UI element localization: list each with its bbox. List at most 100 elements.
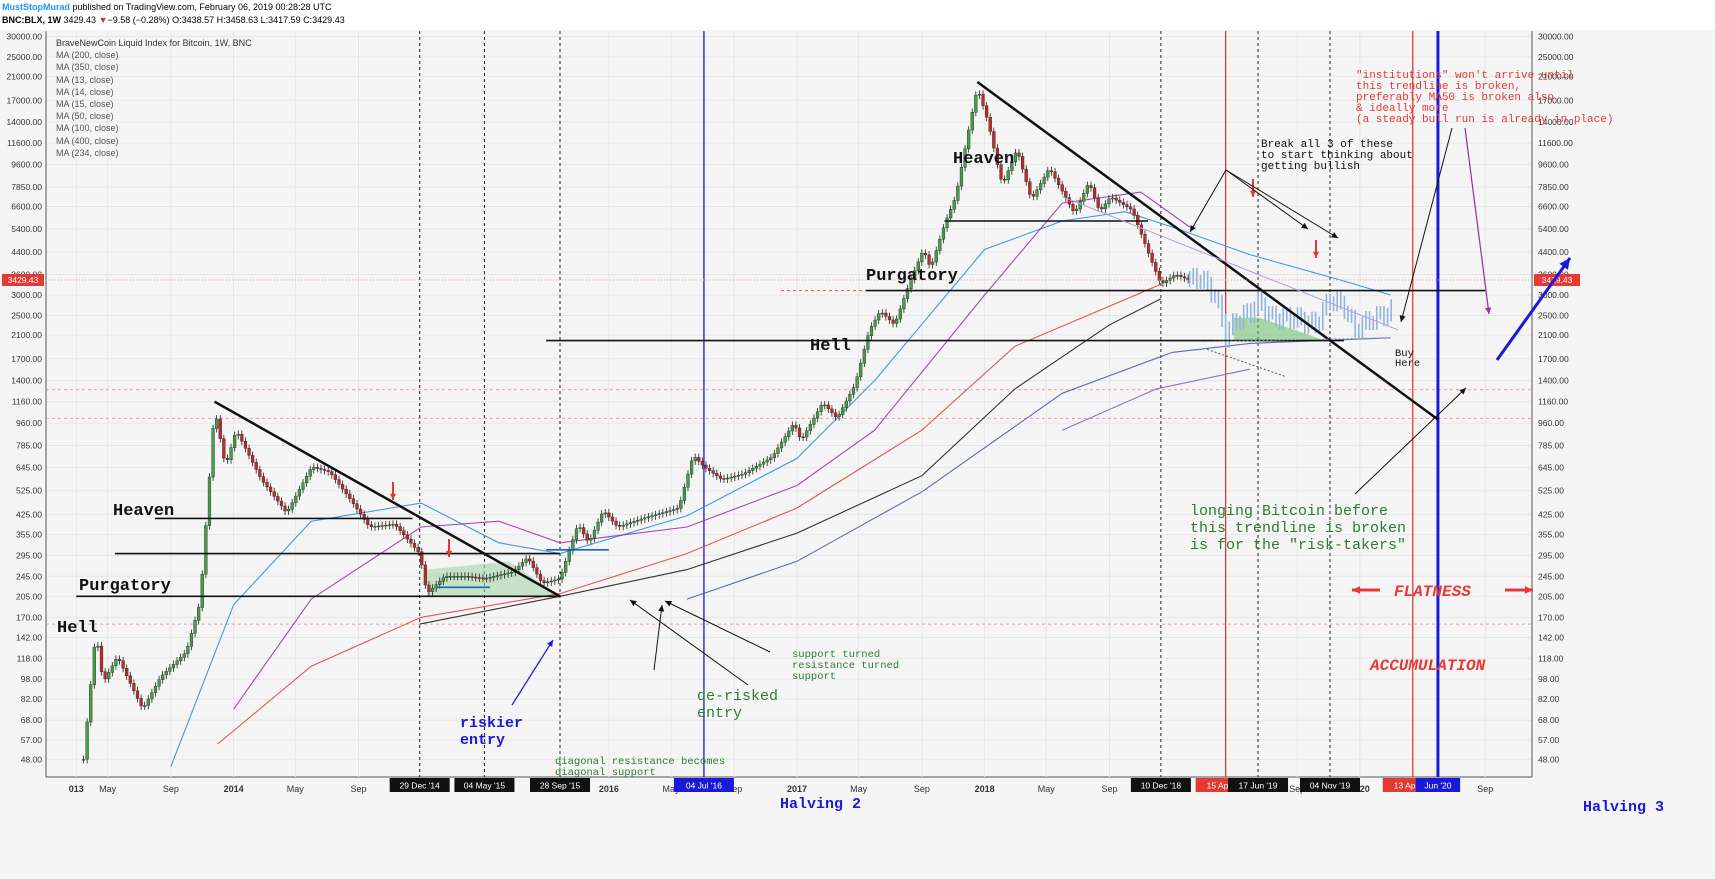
candle xyxy=(790,425,794,432)
candle xyxy=(387,524,391,526)
candle xyxy=(592,529,597,539)
candle xyxy=(157,679,161,687)
time-tick-label: 2017 xyxy=(787,784,807,794)
price-tick-left: 785.00 xyxy=(16,441,42,451)
legend-ma-234[interactable]: MA (234, close) xyxy=(56,147,119,158)
candle xyxy=(261,476,266,483)
trendline xyxy=(213,400,561,598)
candle xyxy=(646,516,651,519)
price-tick-right: 7850.00 xyxy=(1538,182,1569,192)
price-tick-right: 30000.00 xyxy=(1538,31,1574,41)
arrow-flatness-left-head xyxy=(1352,586,1361,594)
candle xyxy=(301,482,305,490)
legend-ma-15[interactable]: MA (15, close) xyxy=(56,99,114,110)
candle xyxy=(398,526,402,531)
chart-header: MustStopMurad published on TradingView.c… xyxy=(0,0,1715,30)
candle xyxy=(312,467,316,470)
candle xyxy=(538,573,543,581)
legend-ma-14[interactable]: MA (14, close) xyxy=(56,86,114,97)
candle xyxy=(139,698,143,707)
time-tick-label: 013 xyxy=(69,784,84,794)
candle xyxy=(175,660,179,665)
price-tick-right: 17000.00 xyxy=(1538,95,1574,105)
candle xyxy=(672,509,676,511)
label-institutions-3: preferably MA50 is broken also xyxy=(1356,92,1554,104)
candle xyxy=(1154,262,1158,272)
candle xyxy=(848,394,852,402)
legend-ma-100[interactable]: MA (100, close) xyxy=(56,123,119,134)
price-tick-left: 3000.00 xyxy=(11,290,42,300)
candle xyxy=(913,270,917,280)
candle xyxy=(517,565,521,570)
legend-ma-400[interactable]: MA (400, close) xyxy=(56,135,119,146)
price-tick-left: 1160.00 xyxy=(12,397,42,407)
candle xyxy=(269,486,273,492)
candle xyxy=(153,685,158,693)
candle xyxy=(895,318,899,324)
author-link[interactable]: MustStopMurad xyxy=(2,2,70,12)
candle xyxy=(927,254,931,265)
price-tick-left: 17000.00 xyxy=(7,95,43,105)
candle xyxy=(657,513,661,515)
candle xyxy=(722,478,726,480)
candle xyxy=(733,475,737,478)
candle xyxy=(92,647,96,685)
candle xyxy=(675,508,679,510)
time-tick-label: Sep xyxy=(351,784,367,794)
time-tick-label: Sep xyxy=(1101,784,1117,794)
legend-ma-200[interactable]: MA (200, close) xyxy=(56,50,119,61)
time-tick-label: Sep xyxy=(726,784,742,794)
candle xyxy=(600,513,604,523)
candle xyxy=(189,633,194,647)
candle xyxy=(272,491,276,497)
arrow-break-3 xyxy=(1225,169,1339,239)
legend-ma-350[interactable]: MA (350, close) xyxy=(56,62,119,73)
candle xyxy=(412,543,417,548)
candle xyxy=(859,362,863,378)
candle xyxy=(988,116,992,132)
candle xyxy=(463,576,467,578)
candle xyxy=(959,167,964,187)
arrow-break-2 xyxy=(1225,169,1309,230)
candle xyxy=(535,567,539,575)
candle xyxy=(1096,197,1100,208)
candle xyxy=(1132,208,1136,216)
candle xyxy=(135,690,140,699)
time-tick-label: 2016 xyxy=(599,784,619,794)
candle xyxy=(322,469,327,471)
date-marker-badge xyxy=(1130,778,1191,792)
candle xyxy=(931,261,935,265)
price-tick-left: 48.00 xyxy=(21,754,43,764)
legend-ma-13[interactable]: MA (13, close) xyxy=(56,74,114,85)
candle xyxy=(862,349,866,364)
candle xyxy=(488,577,492,579)
candle xyxy=(1118,199,1122,203)
candle xyxy=(222,438,226,459)
arrow-institutions-trendline-head xyxy=(1399,315,1406,322)
candle xyxy=(276,496,280,502)
candle xyxy=(1103,203,1107,210)
time-tick-label: Sep xyxy=(1289,784,1305,794)
candle xyxy=(754,466,758,469)
candle xyxy=(326,470,330,472)
candle xyxy=(1049,170,1054,172)
label-support-turned: support turned xyxy=(792,649,880,661)
date-marker-badge xyxy=(673,778,734,792)
candle xyxy=(546,581,550,584)
price-tick-right: 295.00 xyxy=(1538,550,1564,560)
price-tick-right: 4400.00 xyxy=(1538,247,1569,257)
date-marker-badge xyxy=(389,778,450,792)
candle xyxy=(578,527,582,529)
candle xyxy=(916,261,920,271)
candle xyxy=(618,525,622,527)
candle xyxy=(830,408,834,413)
price-tick-left: 82.00 xyxy=(21,694,43,704)
candle xyxy=(1017,152,1021,157)
legend-ma-50[interactable]: MA (50, close) xyxy=(56,111,114,122)
date-marker-label: 04 Nov '19 xyxy=(1310,781,1351,791)
candle xyxy=(711,470,715,474)
price-tick-left: 5400.00 xyxy=(11,224,42,234)
candle xyxy=(873,319,877,327)
time-tick-label: 2018 xyxy=(975,784,995,794)
